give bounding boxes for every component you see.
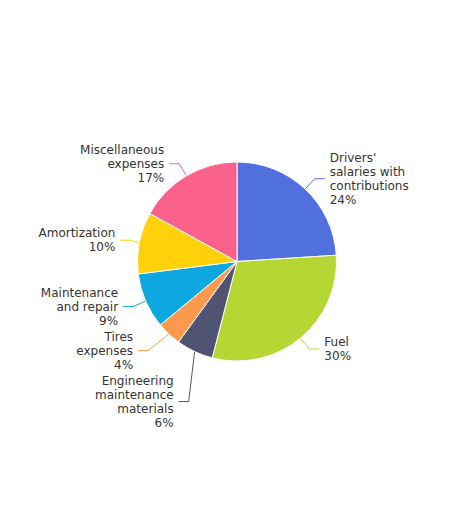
svg-text:10%: 10% [89, 240, 116, 254]
svg-text:Engineering: Engineering [102, 374, 174, 388]
svg-text:and repair: and repair [56, 300, 118, 314]
svg-text:expenses: expenses [107, 157, 164, 171]
svg-text:contributions: contributions [330, 179, 409, 193]
svg-text:maintenance: maintenance [95, 388, 174, 402]
svg-text:24%: 24% [330, 193, 357, 207]
svg-text:salaries with: salaries with [330, 165, 405, 179]
svg-text:materials: materials [117, 402, 173, 416]
svg-text:30%: 30% [324, 349, 351, 363]
svg-text:6%: 6% [155, 416, 174, 430]
svg-text:Fuel: Fuel [324, 335, 349, 349]
svg-text:Drivers': Drivers' [330, 151, 376, 165]
svg-text:Maintenance: Maintenance [41, 286, 118, 300]
svg-text:Miscellaneous: Miscellaneous [80, 143, 164, 157]
svg-text:Tires: Tires [103, 330, 133, 344]
svg-text:9%: 9% [99, 314, 118, 328]
svg-text:4%: 4% [114, 358, 133, 372]
svg-text:17%: 17% [138, 171, 165, 185]
svg-text:Amortization: Amortization [38, 226, 115, 240]
svg-text:expenses: expenses [76, 344, 133, 358]
